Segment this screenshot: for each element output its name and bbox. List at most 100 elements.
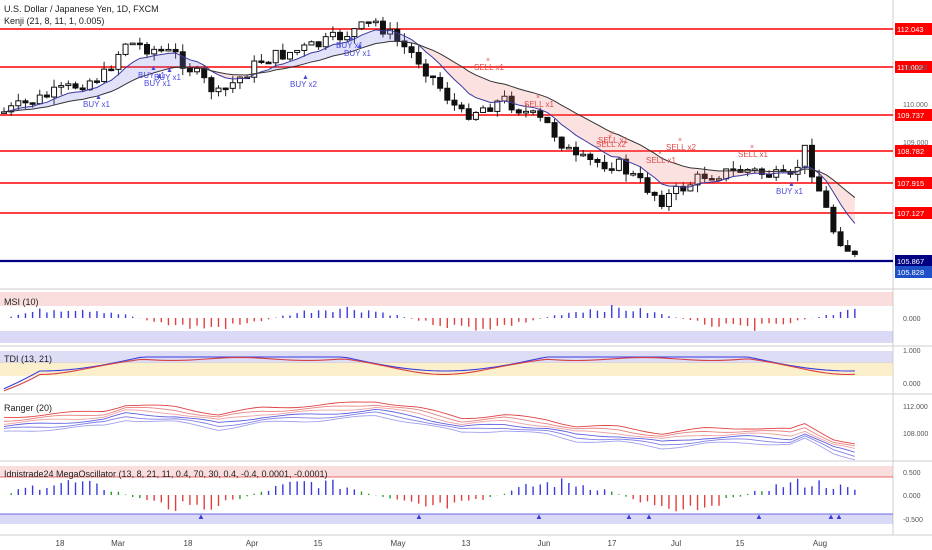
candle-body	[365, 21, 372, 24]
price-level-tag	[895, 207, 932, 219]
ma-cloud-segment	[597, 124, 605, 153]
ma-cloud-segment	[68, 92, 76, 102]
time-tick-label: Jul	[671, 539, 681, 548]
ma-cloud-segment	[390, 30, 398, 42]
mega-lower-band	[0, 514, 893, 524]
price-level-label: 109.737	[897, 111, 924, 120]
ranger-line	[3, 401, 855, 445]
candle-body	[379, 20, 386, 35]
candle-body	[58, 85, 65, 88]
candle-body	[673, 185, 680, 195]
candle-body	[766, 173, 773, 178]
ma-cloud-segment	[697, 168, 705, 184]
ma-cloud-segment	[733, 170, 741, 177]
candle-body	[680, 185, 687, 192]
pane-tick-label: 0.000	[903, 493, 921, 500]
price-tick-label: 111.000	[903, 65, 927, 72]
ma-cloud-segment	[311, 51, 319, 62]
candle-body	[487, 107, 494, 112]
candle-body	[144, 43, 150, 55]
ma-cloud-segment	[533, 92, 541, 110]
candle-body	[22, 100, 29, 104]
signal-marker: ▲	[302, 74, 309, 81]
candle-body	[29, 102, 36, 105]
signal-marker: ▲	[150, 65, 157, 72]
candle-body	[65, 83, 72, 87]
mega-upper-band	[0, 466, 893, 477]
ma-cloud-segment	[382, 30, 391, 43]
candle-body	[51, 86, 58, 98]
ma-cloud-segment	[676, 163, 684, 188]
ma-cloud-segment	[46, 98, 55, 107]
ma-cloud-segment	[518, 88, 526, 107]
mega-pane-title: Idnistrade24 MegaOscillator (13, 8, 21, …	[4, 469, 328, 479]
ma-cloud-segment	[454, 62, 462, 87]
candle-body	[136, 42, 143, 46]
signal-marker: ×	[608, 134, 612, 141]
candle-body	[372, 20, 379, 24]
ma-cloud-segment	[89, 87, 97, 98]
candle-body	[329, 31, 336, 38]
ma-cloud-segment	[340, 41, 348, 55]
candle-body	[451, 99, 458, 106]
ma-cloud-segment	[332, 43, 341, 57]
pane-tick-label: 108.000	[903, 431, 928, 438]
ma-cloud-segment	[475, 75, 484, 100]
ma-cloud-segment	[168, 53, 176, 69]
ma-cloud-segment	[561, 105, 569, 130]
candle-body	[422, 63, 429, 77]
signal-label: BUY x1	[83, 100, 111, 109]
candle-body	[823, 190, 830, 208]
ma-cloud-segment	[525, 90, 534, 108]
ma-cloud-segment	[719, 170, 727, 182]
mega-buy-arrow: ▲	[835, 512, 843, 521]
ma-cloud-segment	[325, 44, 333, 59]
ma-cloud-segment	[75, 91, 83, 101]
candle-body	[665, 193, 672, 207]
indicator-label: Kenji (21, 8, 11, 1, 0.005)	[4, 16, 105, 26]
ma-cloud-segment	[433, 50, 441, 65]
ma-cloud-segment	[440, 53, 448, 73]
signal-label: SELL x1	[738, 150, 768, 159]
signal-label: SELL x2	[666, 143, 696, 152]
ma-cloud-segment	[683, 166, 691, 188]
time-tick-label: 15	[736, 539, 745, 548]
candle-body	[337, 31, 344, 41]
candle-body	[222, 87, 229, 91]
signal-label: BUY x1	[776, 187, 804, 196]
signal-label: BUY x1	[138, 71, 166, 80]
price-level-tag	[895, 266, 932, 278]
candle-body	[530, 110, 537, 113]
price-level-label: 107.915	[897, 179, 924, 188]
signal-label: BUY x1	[154, 73, 182, 82]
tdi-pane-title: TDI (13, 21)	[4, 354, 53, 364]
ma-cloud-segment	[239, 74, 248, 79]
ma-cloud-segment	[847, 191, 855, 224]
ma-cloud-segment	[447, 57, 455, 80]
ranger-line	[3, 407, 855, 449]
ma-cloud-segment	[840, 185, 848, 215]
ma-cloud-segment	[568, 109, 576, 136]
candle-body	[430, 75, 436, 79]
candle-body	[158, 48, 165, 52]
candle-body	[494, 100, 501, 112]
ma-cloud-segment	[654, 153, 662, 185]
price-level-tag	[895, 109, 932, 121]
candle-body	[644, 177, 651, 193]
candle-body	[258, 60, 265, 63]
candle-body	[758, 168, 765, 175]
candle-body	[694, 173, 701, 186]
ma-cloud-segment	[154, 54, 162, 73]
candle-body	[601, 161, 608, 170]
ma-cloud-segment	[547, 97, 555, 119]
price-level-label: 107.127	[897, 209, 924, 218]
candle-body	[801, 144, 808, 168]
candle-body	[658, 194, 665, 207]
ranger-pane-title: Ranger (20)	[4, 403, 53, 413]
candle-body	[687, 184, 694, 192]
candle-body	[844, 245, 851, 252]
time-tick-label: Jun	[538, 539, 551, 548]
ma-cloud-segment	[497, 82, 505, 103]
ma-cloud-segment	[125, 62, 133, 85]
